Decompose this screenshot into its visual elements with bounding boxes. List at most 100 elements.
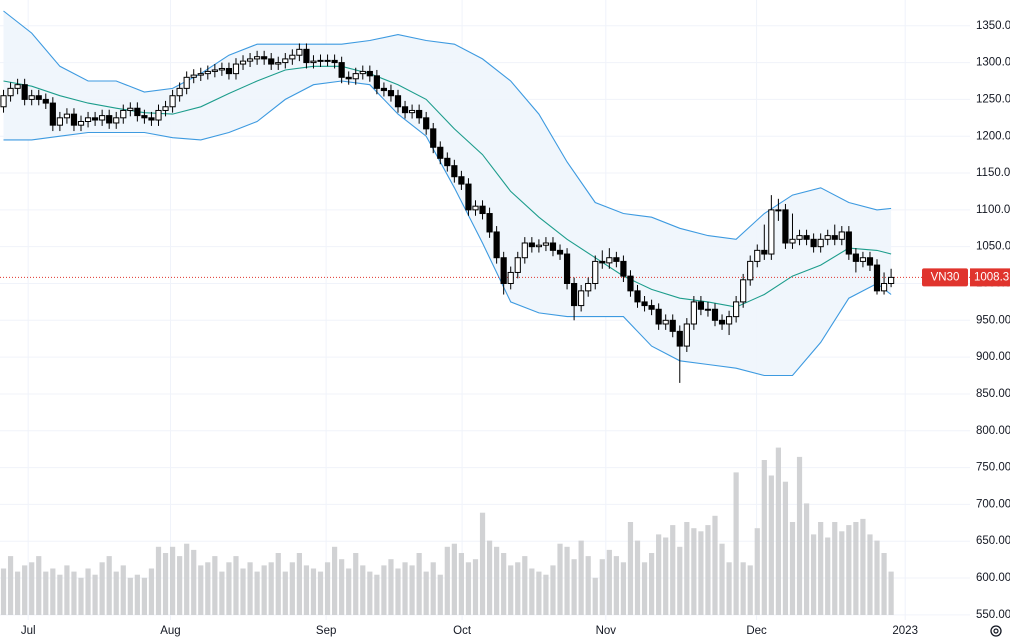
volume-bar — [501, 553, 507, 615]
volume-bar — [303, 565, 310, 615]
candle-body — [838, 231, 845, 240]
candle-body — [106, 115, 113, 124]
volume-bar — [29, 562, 35, 615]
candle-body — [120, 109, 127, 119]
candle-body — [345, 76, 352, 80]
volume-bar — [832, 522, 838, 615]
settings-icon[interactable] — [990, 625, 1002, 637]
volume-bar — [585, 556, 591, 615]
y-tick-label: 650.00 — [976, 535, 1010, 547]
volume-bar — [120, 565, 126, 615]
candle-body — [493, 231, 500, 259]
candle-body — [141, 115, 148, 119]
symbol-label: VN30 — [931, 271, 960, 283]
candle-body — [261, 56, 268, 60]
volume-bar — [437, 574, 443, 615]
candle-body — [817, 238, 824, 248]
volume-bar — [367, 571, 373, 615]
candle-body — [810, 238, 817, 248]
volume-bar — [346, 568, 352, 615]
volume-bar — [698, 531, 704, 615]
volume-bar — [240, 568, 246, 615]
volume-bar — [705, 525, 711, 615]
y-tick-label: 750.00 — [976, 462, 1010, 474]
volume-bar — [134, 574, 140, 615]
volume-bar — [571, 559, 577, 615]
candle-body — [296, 48, 303, 56]
candle-body — [613, 257, 620, 262]
volume-bar — [726, 562, 732, 615]
candle-body — [866, 257, 874, 266]
volume-bar — [339, 559, 345, 615]
volume-bar — [57, 574, 63, 615]
candle-body — [782, 209, 789, 244]
volume-bar — [578, 540, 584, 615]
candle-body — [704, 308, 712, 311]
candle-body — [28, 95, 35, 100]
candle-body — [401, 106, 409, 114]
candle-body — [768, 209, 775, 255]
volume-bar — [64, 565, 70, 615]
candle-body — [84, 117, 92, 122]
candle-body — [324, 59, 331, 62]
volume-bar — [50, 568, 56, 615]
volume-bar — [219, 571, 225, 615]
volume-bar — [592, 577, 598, 615]
volume-bar — [317, 571, 324, 615]
candle-body — [888, 276, 895, 284]
candle-body — [56, 117, 63, 126]
candle-body — [331, 59, 338, 64]
x-tick-label: Oct — [453, 625, 472, 637]
candle-body — [599, 260, 606, 264]
volume-bar — [310, 568, 317, 615]
volume-bar — [7, 556, 14, 615]
candle-body — [451, 165, 458, 178]
candle-body — [873, 264, 881, 292]
y-tick-label: 1050.00 — [976, 241, 1010, 253]
volume-bar — [127, 577, 133, 615]
volume-bar — [768, 475, 774, 615]
band-middle — [3, 65, 892, 308]
candles-layer — [0, 43, 895, 383]
volume-bar — [648, 553, 655, 615]
volume-bar — [184, 543, 190, 615]
volume-bar — [634, 540, 641, 615]
candle-body — [775, 209, 782, 212]
volume-bar — [684, 522, 690, 615]
symbol-tag — [922, 268, 968, 287]
candle-body — [549, 242, 557, 251]
volume-bar — [543, 574, 549, 615]
candle-body — [507, 271, 514, 284]
volume-bar — [289, 562, 295, 615]
x-tick-label: Aug — [160, 625, 180, 637]
candle-body — [113, 117, 120, 124]
candle-body — [563, 253, 571, 284]
volume-bar — [402, 562, 408, 615]
candle-body — [697, 301, 705, 310]
candle-body — [21, 84, 28, 100]
candle-body — [430, 128, 437, 148]
candle-body — [366, 70, 373, 77]
candle-body — [535, 244, 542, 248]
candle-body — [796, 235, 803, 240]
volume-bar — [155, 546, 162, 615]
candle-body — [571, 282, 578, 307]
candle-body — [641, 301, 648, 307]
volume-bar — [860, 518, 866, 615]
candle-body — [317, 59, 324, 62]
volume-bar — [853, 522, 859, 615]
volume-bar — [465, 562, 472, 615]
candle-body — [127, 107, 134, 111]
candle-body — [423, 117, 430, 130]
candle-body — [733, 301, 740, 318]
volume-bar — [803, 503, 810, 615]
volume-bar — [867, 534, 873, 615]
candle-body — [99, 115, 106, 121]
candle-body — [521, 242, 528, 259]
candle-body — [690, 301, 697, 325]
volume-bar — [451, 543, 457, 615]
volume-bar — [564, 546, 570, 615]
volume-bar — [268, 562, 274, 615]
volume-bar — [15, 571, 21, 615]
